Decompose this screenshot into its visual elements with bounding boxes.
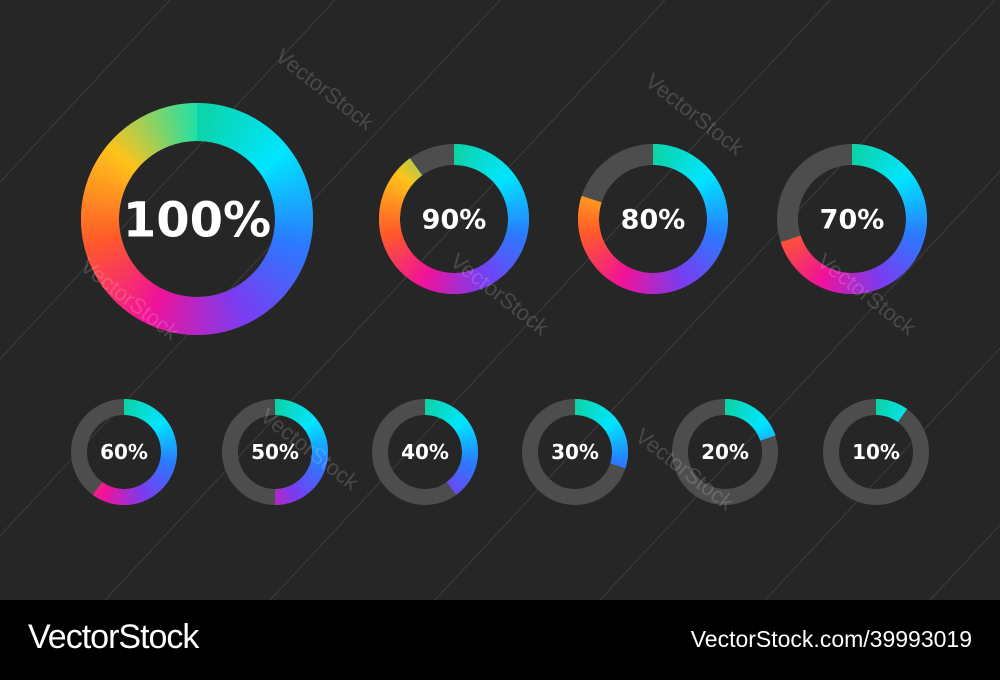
donut-progress-arc [425, 399, 478, 495]
donut-label: 60% [100, 440, 148, 464]
background-stripes [0, 0, 1000, 600]
donut-label: 70% [820, 205, 885, 236]
progress-donut-chart: 100% 90% 80% 70% 60% 50% 40% 30% 20% 10% VectorSt… [0, 0, 1000, 600]
donut-10: 10% [823, 399, 929, 505]
donut-50: 50% [222, 399, 329, 505]
donut-label: 40% [401, 440, 449, 464]
donut-60: 60% [71, 399, 177, 505]
background-stripe [0, 0, 336, 360]
donut-label: 30% [551, 440, 599, 464]
background-stripe [0, 0, 171, 184]
donut-label: 10% [852, 440, 900, 464]
donut-progress-arc [725, 399, 776, 441]
donut-progress-arc [275, 399, 329, 505]
donut-label: 90% [422, 205, 487, 236]
donut-progress-arc [379, 144, 529, 294]
donut-progress-arc [92, 399, 177, 505]
donut-70: 70% [777, 144, 928, 294]
donut-label: 50% [251, 440, 299, 464]
background-stripe [434, 0, 996, 600]
donut-90: 90% [379, 144, 529, 294]
footer-bar: VectorStock VectorStock.com/39993019 [0, 600, 1000, 680]
donut-progress-arc [577, 144, 729, 294]
donut-label: 80% [621, 205, 686, 236]
donut-80: 80% [577, 144, 729, 294]
footer-logo: VectorStock [28, 618, 199, 656]
background-stripe [269, 0, 831, 600]
background-stripe [929, 524, 1000, 600]
donut-label: 20% [701, 440, 749, 464]
watermark-text: VectorStock [271, 43, 380, 136]
background-stripe [104, 0, 666, 600]
donut-group: 100% 90% 80% 70% 60% 50% 40% 30% 20% 10% [71, 103, 929, 505]
donut-progress-arc [575, 399, 628, 469]
donut-label: 100% [123, 192, 271, 248]
donut-progress-arc [81, 103, 313, 335]
donut-20: 20% [672, 399, 778, 505]
background-stripe [599, 170, 1000, 600]
donut-progress-arc [876, 399, 908, 423]
donut-100: 100% [81, 103, 313, 335]
donut-30: 30% [522, 399, 628, 505]
donut-progress-arc [780, 144, 928, 294]
donut-40: 40% [372, 399, 478, 505]
footer-image-id: VectorStock.com/39993019 [690, 626, 972, 652]
